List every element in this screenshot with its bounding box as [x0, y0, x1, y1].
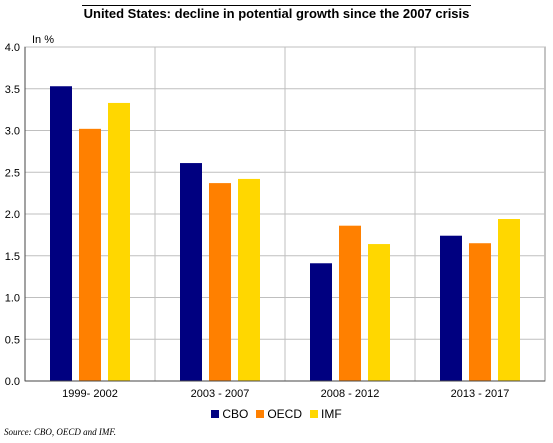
legend-label-cbo: CBO [222, 407, 249, 421]
chart-legend: CBO OECD IMF [0, 407, 553, 421]
y-tick-label: 1.5 [5, 251, 20, 263]
bar-oecd [469, 243, 491, 381]
bar-imf [238, 178, 260, 381]
y-axis-unit-label: In % [32, 34, 55, 46]
x-tick-label: 2013 - 2017 [451, 388, 510, 400]
chart-title: United States: decline in potential grow… [81, 5, 472, 21]
bar-cbo [50, 86, 72, 382]
legend-item-cbo: CBO [211, 407, 248, 421]
bar-oecd [209, 183, 231, 381]
legend-swatch-oecd [256, 410, 265, 418]
y-tick-label: 2.0 [5, 209, 20, 221]
x-tick-label: 1999- 2002 [62, 388, 118, 400]
x-tick-label: 2008 - 2012 [321, 388, 380, 400]
y-tick-label: 2.5 [5, 167, 20, 179]
source-note: Source: CBO, OECD and IMF. [4, 427, 116, 437]
legend-swatch-imf [310, 410, 318, 418]
bar-cbo [180, 163, 202, 381]
bar-imf [498, 219, 520, 381]
bar-imf [108, 102, 130, 381]
y-tick-label: 0.0 [5, 376, 20, 388]
y-tick-label: 0.5 [5, 334, 20, 346]
bar-cbo [440, 235, 462, 381]
bar-cbo [310, 263, 332, 381]
legend-swatch-cbo [211, 410, 220, 418]
y-tick-label: 3.5 [5, 84, 20, 96]
y-tick-label: 4.0 [5, 42, 20, 54]
legend-label-imf: IMF [321, 407, 342, 421]
x-tick-label: 2003 - 2007 [191, 388, 250, 400]
legend-item-oecd: OECD [256, 407, 302, 421]
bar-imf [368, 244, 390, 381]
y-tick-label: 3.0 [5, 126, 20, 138]
y-tick-label: 1.0 [5, 293, 20, 305]
bar-oecd [339, 225, 361, 381]
legend-item-imf: IMF [310, 407, 342, 421]
legend-label-oecd: OECD [267, 407, 302, 421]
bar-oecd [79, 128, 101, 381]
